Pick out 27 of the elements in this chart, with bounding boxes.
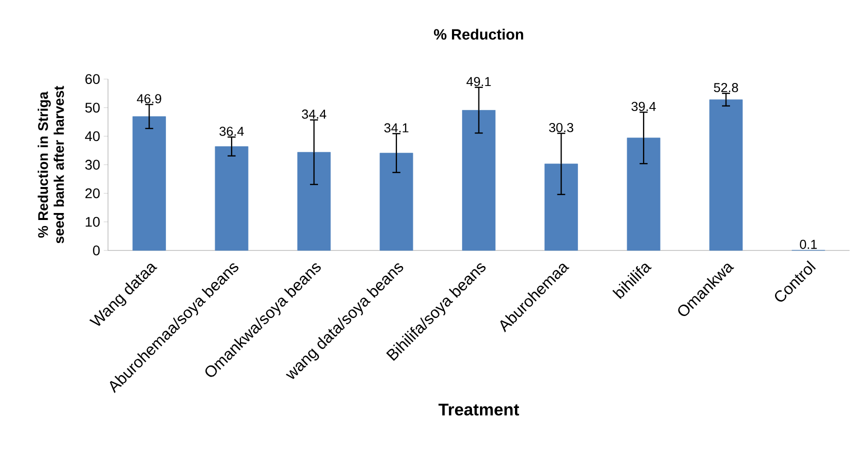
data-label: 39.4 [632, 102, 656, 112]
y-tick-label: 40 [85, 131, 100, 142]
bar [297, 152, 331, 251]
y-tick-label: 50 [85, 102, 100, 113]
data-label: 34.1 [384, 123, 408, 132]
data-label: 30.3 [549, 122, 574, 132]
data-label: 0.1 [800, 240, 817, 249]
y-tick-label: 60 [85, 74, 100, 84]
bar [380, 152, 414, 251]
bar [709, 99, 743, 251]
bar [132, 116, 166, 251]
y-tick-label: 20 [85, 188, 100, 198]
bar [462, 110, 496, 251]
y-axis-title: % Reduction in Striga seed bank after harvest [38, 86, 64, 244]
data-label: 52.8 [714, 82, 738, 92]
bar [626, 138, 660, 251]
bar [214, 146, 248, 251]
chart-title: % Reduction [434, 28, 524, 40]
x-axis-title: Treatment [438, 404, 520, 416]
data-label: 34.4 [302, 110, 326, 119]
data-label: 36.4 [219, 126, 244, 136]
y-tick-label: 0 [93, 245, 100, 256]
data-label: 46.9 [136, 94, 162, 104]
y-tick-label: 10 [86, 216, 100, 227]
bar [544, 164, 578, 251]
y-tick-label: 30 [85, 160, 100, 170]
data-label: 49.1 [466, 76, 491, 86]
